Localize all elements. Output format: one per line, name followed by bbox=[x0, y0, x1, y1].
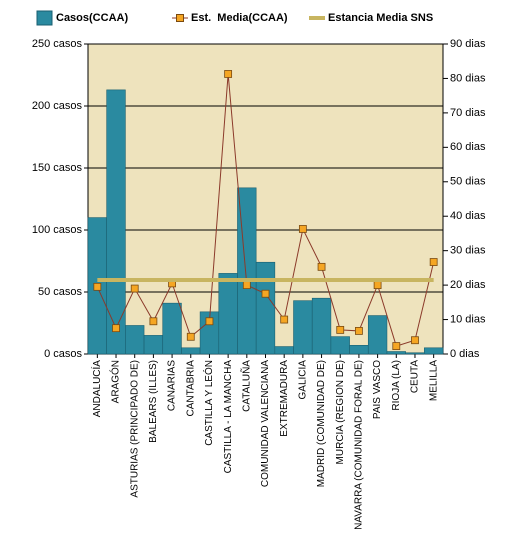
bar bbox=[162, 302, 182, 355]
x-tick-label: CANTABRIA bbox=[185, 360, 196, 417]
y-tick-label: 100 casos bbox=[32, 224, 83, 236]
bar bbox=[386, 351, 406, 355]
marker bbox=[242, 281, 251, 290]
x-tick-label: BALEARS (ILLES) bbox=[148, 360, 159, 443]
x-tick-label: NAVARRA (COMUNIDAD FORAL DE) bbox=[354, 360, 365, 530]
bar bbox=[106, 89, 126, 355]
marker bbox=[224, 70, 233, 78]
marker bbox=[392, 342, 401, 350]
marker bbox=[429, 258, 438, 266]
x-tick-label: CATALUÑA bbox=[239, 360, 252, 412]
bar bbox=[293, 300, 313, 355]
x-tick-label: ASTURIAS (PRINCIPADO DE) bbox=[129, 360, 140, 498]
marker bbox=[373, 281, 382, 290]
x-tick-label: MURCIA (REGION DE) bbox=[335, 360, 346, 464]
bar bbox=[125, 325, 145, 355]
y2-tick-label: 50 dias bbox=[450, 176, 486, 188]
bar bbox=[367, 315, 388, 355]
marker bbox=[280, 315, 289, 324]
x-tick-label: MELILLA bbox=[428, 360, 439, 401]
x-tick-label: ANDALUCÍA bbox=[90, 360, 103, 418]
marker bbox=[298, 225, 307, 233]
y2-tick-label: 90 dias bbox=[450, 38, 486, 50]
bar bbox=[349, 345, 369, 355]
marker bbox=[355, 327, 363, 335]
marker bbox=[149, 317, 158, 326]
bar bbox=[330, 336, 350, 355]
legend-swatch bbox=[176, 14, 184, 22]
y2-tick-label: 60 dias bbox=[450, 141, 486, 153]
x-tick-label: COMUNIDAD VALENCIANA bbox=[260, 360, 271, 487]
x-tick-label: RIOJA (LA) bbox=[391, 360, 402, 411]
marker bbox=[411, 336, 419, 345]
y-tick-label: 250 casos bbox=[32, 38, 83, 50]
marker bbox=[93, 282, 102, 291]
x-tick-label: CEUTA bbox=[410, 360, 421, 393]
bar bbox=[424, 347, 444, 355]
y2-tick-label: 70 dias bbox=[450, 107, 486, 119]
bar bbox=[181, 347, 201, 355]
marker bbox=[336, 325, 345, 334]
x-tick-label: CASTILLA - LA MANCHA bbox=[223, 360, 234, 474]
y2-tick-label: 30 dias bbox=[450, 245, 486, 257]
y2-tick-label: 20 dias bbox=[450, 279, 486, 291]
marker bbox=[130, 284, 139, 293]
legend-label: Estancia Media SNS bbox=[328, 12, 433, 24]
marker bbox=[261, 289, 270, 298]
bar bbox=[218, 273, 238, 355]
y2-tick-label: 40 dias bbox=[450, 210, 486, 222]
x-tick-label: CASTILLA Y LEÓN bbox=[202, 360, 215, 446]
x-tick-label: GALICIA bbox=[298, 360, 309, 400]
bar bbox=[255, 261, 276, 355]
bar bbox=[274, 346, 294, 355]
legend-swatch bbox=[36, 10, 53, 26]
y-tick-label: 150 casos bbox=[32, 162, 83, 174]
bar bbox=[143, 335, 164, 355]
bar bbox=[311, 297, 332, 355]
y2-tick-label: 10 dias bbox=[450, 313, 486, 325]
marker bbox=[317, 262, 326, 271]
bar bbox=[405, 352, 425, 355]
x-tick-label: EXTREMADURA bbox=[279, 360, 290, 437]
x-tick-label: PAIS VASCO bbox=[372, 360, 383, 419]
y2-tick-label: 0 dias bbox=[450, 348, 480, 360]
y-tick-label: 50 casos bbox=[38, 286, 83, 298]
y2-tick-label: 80 dias bbox=[450, 72, 486, 84]
x-tick-label: ARAGÓN bbox=[109, 360, 122, 403]
marker bbox=[112, 324, 120, 333]
marker bbox=[186, 332, 195, 341]
legend-label: Est. Media(CCAA) bbox=[191, 12, 288, 24]
legend-label: Casos(CCAA) bbox=[56, 12, 128, 24]
marker bbox=[205, 317, 214, 326]
x-tick-label: MADRID (COMUNIDAD DE) bbox=[316, 360, 327, 487]
y-tick-label: 0 casos bbox=[44, 348, 82, 360]
x-tick-label: CANARIAS bbox=[167, 360, 178, 411]
y-tick-label: 200 casos bbox=[32, 100, 83, 112]
